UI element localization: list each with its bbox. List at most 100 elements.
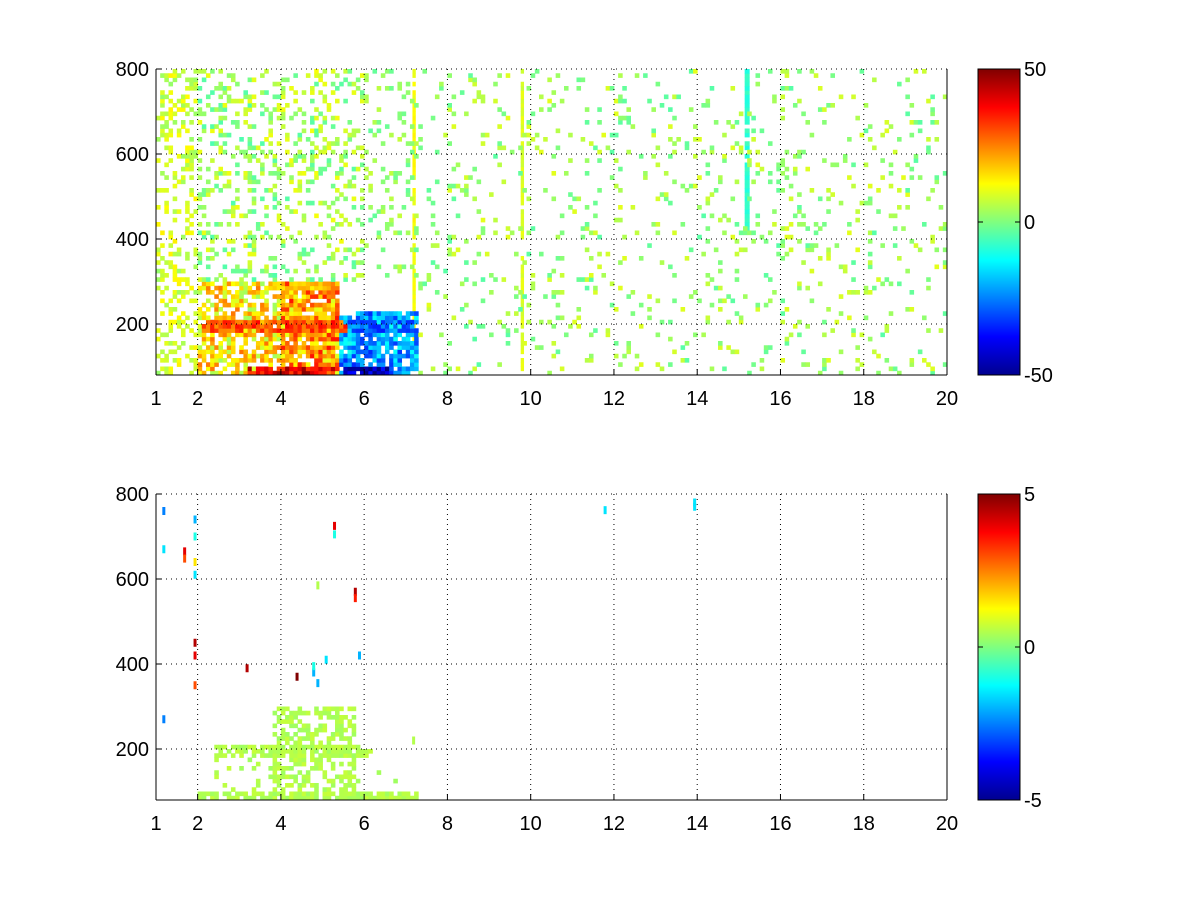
heatmap-cell [759,128,765,134]
heatmap-cell [255,366,261,372]
heatmap-cell [280,353,286,359]
heatmap-cell [280,77,286,83]
heatmap-cell [755,149,761,155]
heatmap-cell [185,162,190,168]
heatmap-cell [247,285,253,291]
heatmap-cell [384,124,390,129]
heatmap-cell [197,285,203,291]
heatmap-cell [330,349,336,355]
heatmap-cell [593,290,598,295]
heatmap-cell [251,766,257,771]
heatmap-cell [293,90,298,95]
heatmap-cell [597,149,602,155]
heatmap-cell [214,757,219,763]
heatmap-cell [551,294,557,299]
heatmap-cell [218,749,224,754]
heatmap-cell [563,171,569,176]
heatmap-cell [339,715,344,720]
heatmap-cell [643,73,648,78]
heatmap-cell [314,285,319,291]
heatmap-cell [412,154,416,159]
heatmap-cell [520,107,525,112]
heatmap-cell [260,341,265,346]
heatmap-cell [547,319,552,325]
heatmap-cell [776,251,781,257]
heatmap-cell [251,209,257,214]
heatmap-cell [218,370,224,376]
heatmap-cell [180,311,186,316]
heatmap-cell [318,111,323,117]
heatmap-cell [559,315,565,321]
heatmap-cell [251,94,257,100]
heatmap-cell [264,154,269,159]
heatmap-cell [780,243,786,248]
heatmap-cell [647,315,652,321]
heatmap-cell [705,281,711,287]
heatmap-cell [826,103,831,108]
heatmap-cell [372,366,378,372]
heatmap-cell [680,183,686,189]
heatmap-cell [276,749,282,754]
heatmap-cell [805,362,811,367]
heatmap-cell [285,706,290,712]
heatmap-cell [797,332,802,338]
heatmap-cell [222,183,228,189]
heatmap-cell [892,213,898,219]
heatmap-cell [464,260,469,265]
heatmap-cell [397,81,403,87]
heatmap-cell [268,328,273,333]
heatmap-cell [364,332,369,338]
heatmap-cell [251,200,257,206]
heatmap-cell [780,115,786,121]
heatmap-cell [555,145,561,151]
heatmap-cell [744,86,750,91]
heatmap-cell [359,260,365,265]
heatmap-cell [351,791,357,797]
heatmap-cell [272,744,278,750]
heatmap-cell [164,188,169,193]
heatmap-cell [826,307,831,312]
heatmap-cell [713,247,719,253]
heatmap-cell [335,86,340,91]
heatmap-cell [405,324,411,329]
heatmap-cell [638,362,644,367]
heatmap-cell [364,349,369,355]
heatmap-cell [272,302,278,308]
heatmap-cell [276,791,282,797]
heatmap-cell [226,336,232,342]
heatmap-cell [472,98,477,104]
heatmap-cell [439,81,444,87]
heatmap-cell [235,268,240,274]
heatmap-cell [335,73,340,78]
heatmap-cell [393,353,398,359]
heatmap-cell [230,319,236,325]
heatmap-cell [210,341,215,346]
heatmap-cell [867,264,873,270]
heatmap-cell [276,336,282,342]
heatmap-cell [480,277,486,282]
heatmap-cell [247,324,253,329]
heatmap-cell [185,353,190,359]
heatmap-cell [251,243,257,248]
heatmap-cell [164,77,169,83]
heatmap-cell [501,324,507,329]
heatmap-cell [817,256,823,261]
heatmap-cell [359,795,365,801]
heatmap-cell [376,120,382,125]
heatmap-cell [272,319,278,325]
heatmap-cell [455,366,461,372]
heatmap-cell [468,73,473,78]
heatmap-cell [847,222,852,227]
heatmap-cell [322,795,328,801]
heatmap-cell [214,319,219,325]
heatmap-cell [813,230,819,236]
heatmap-cell [489,192,494,197]
heatmap-cell [355,324,361,329]
heatmap-cell [193,86,199,91]
heatmap-cell [218,103,224,108]
heatmap-cell [243,154,248,159]
heatmap-cell [310,290,315,295]
heatmap-cell [330,311,336,316]
heatmap-cell [780,171,786,176]
heatmap-cell [293,744,298,750]
